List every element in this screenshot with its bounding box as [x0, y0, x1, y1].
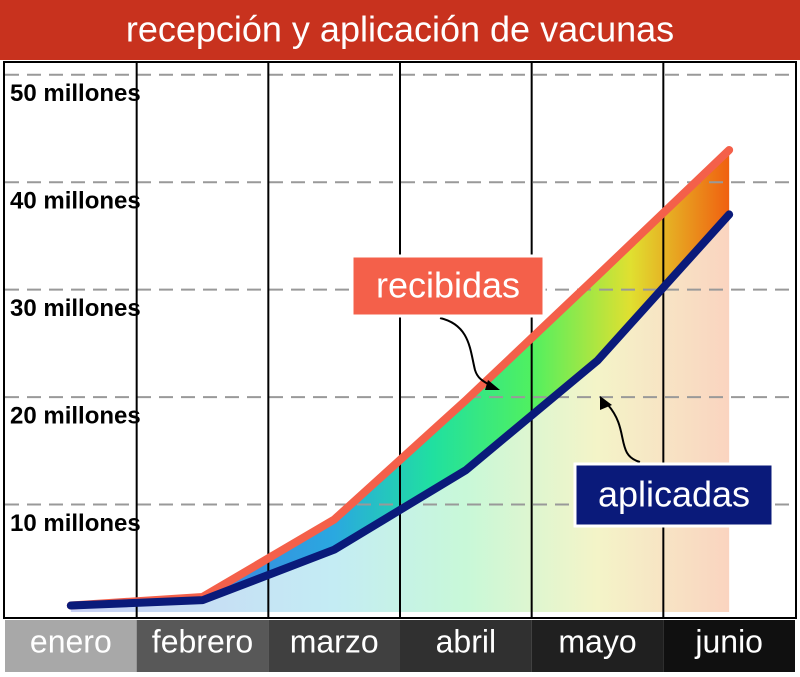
- arrow-head: [600, 396, 612, 410]
- arrow: [439, 317, 496, 389]
- annotation: aplicadas: [598, 474, 750, 515]
- y-tick-label: 10 millones: [10, 510, 141, 537]
- x-band: [531, 620, 664, 672]
- annotation-box: [350, 254, 546, 318]
- area: [70, 214, 730, 612]
- arrow-head: [485, 380, 500, 390]
- x-tick-label: febrero: [152, 623, 253, 659]
- x-tick-label: enero: [30, 623, 112, 659]
- x-band: [663, 620, 795, 672]
- title-bar: [0, 0, 800, 60]
- x-band: [400, 620, 532, 672]
- x-tick-label: junio: [694, 623, 763, 659]
- x-band: [268, 620, 400, 672]
- chart-title: recepción y aplicación de vacunas: [126, 9, 674, 50]
- line: [66, 210, 734, 610]
- annotation-box: [573, 462, 775, 528]
- y-tick-label: 20 millones: [10, 402, 141, 429]
- x-band: [5, 620, 137, 672]
- x-tick-label: abril: [436, 623, 496, 659]
- y-tick-label: 40 millones: [10, 188, 141, 215]
- x-tick-label: mayo: [558, 623, 636, 659]
- x-band: [136, 620, 269, 672]
- y-tick-label: 30 millones: [10, 295, 141, 322]
- annotation: recibidas: [376, 265, 520, 306]
- x-tick-label: marzo: [290, 623, 379, 659]
- arrow: [607, 404, 641, 463]
- y-tick-label: 50 millones: [10, 80, 141, 107]
